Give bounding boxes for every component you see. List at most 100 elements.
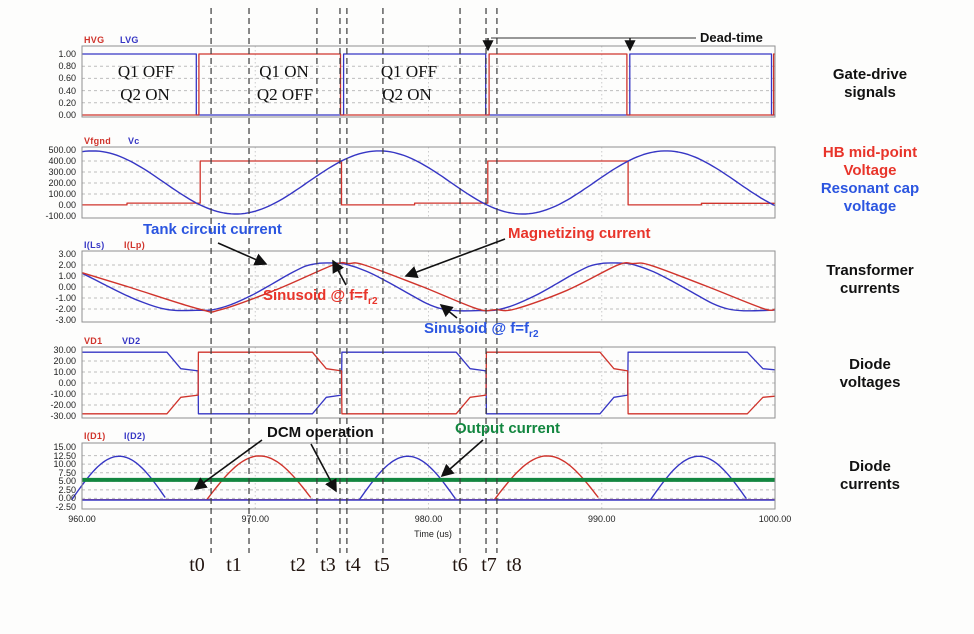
y-tick-label: 10.00 <box>53 459 76 470</box>
y-tick-label: 2.50 <box>58 484 76 495</box>
y-tick-label: 10.00 <box>53 367 76 377</box>
gate-state-label-3: Q2 OFF <box>256 85 314 104</box>
y-tick-label: -2.50 <box>55 502 76 512</box>
y-tick-label: 5.00 <box>58 476 76 487</box>
y-tick-label: -30.00 <box>50 411 76 421</box>
y-tick-label: -1.00 <box>55 293 76 303</box>
panel-gate-drive <box>81 45 776 118</box>
y-tick-label: 0.00 <box>58 200 76 210</box>
annotation-arrow <box>193 439 263 490</box>
annotation-arrow <box>439 303 458 319</box>
y-tick-label: 0.40 <box>58 85 76 96</box>
series-I(D1) <box>82 455 775 501</box>
right-panel-label-diode: Diode currents <box>839 458 901 493</box>
gate-state-label-2: Q1 ON <box>259 62 309 81</box>
series-HVG <box>82 53 775 116</box>
series-VD1 <box>82 351 776 415</box>
legend-entry: Vfgnd <box>84 136 111 146</box>
gate-state-label-5: Q2 ON <box>382 85 432 104</box>
gate-state-label-1: Q2 ON <box>120 85 170 104</box>
right-panel-label-diode: Diode voltages <box>839 356 901 391</box>
deadtime-label: Dead-time <box>700 30 763 45</box>
series-Vfgnd <box>82 160 775 206</box>
panel-border <box>81 250 776 323</box>
series-LVG <box>82 53 775 116</box>
panel-border <box>81 346 776 419</box>
y-tick-label: -10.00 <box>50 389 76 399</box>
marker-label-t3: t3 <box>320 554 336 576</box>
y-tick-label: 2.00 <box>58 260 76 270</box>
panel-diode-currents <box>71 442 776 510</box>
marker-label-t5: t5 <box>374 554 390 576</box>
legend-entry: VD2 <box>122 336 141 346</box>
legend-entry: I(Ls) <box>84 240 105 250</box>
series-Vc <box>81 150 776 215</box>
y-tick-label: 1.00 <box>58 271 76 281</box>
series-I(Lp) <box>81 261 776 313</box>
x-tick-label: 960.00 <box>68 514 96 524</box>
y-tick-label: 0.20 <box>58 97 76 108</box>
panel-border <box>81 45 776 118</box>
y-tick-label: 15.00 <box>53 442 76 452</box>
y-tick-label: 0.60 <box>58 73 76 84</box>
annotation-arrow <box>404 238 506 279</box>
panel-border <box>81 146 776 219</box>
y-tick-label: 12.50 <box>53 450 76 461</box>
annotation-sinusoid-fr2-red: Sinusoid @ f=fr2 <box>263 287 378 307</box>
x-tick-label: 980.00 <box>414 514 443 524</box>
x-tick-label: 970.00 <box>241 514 270 524</box>
gate-state-label-0: Q1 OFF <box>117 62 175 81</box>
y-tick-label: -3.00 <box>55 315 76 325</box>
legend-entry: VD1 <box>84 336 103 346</box>
x-tick-label: 990.00 <box>587 514 616 524</box>
annotation-arrow <box>310 443 337 493</box>
marker-label-t7: t7 <box>481 554 497 576</box>
gate-state-label-4: Q1 OFF <box>380 62 438 81</box>
y-tick-label: 400.00 <box>48 156 76 166</box>
y-tick-label: 100.00 <box>48 189 76 199</box>
y-tick-label: 500.00 <box>48 145 76 155</box>
y-tick-label: 3.00 <box>58 249 76 259</box>
y-tick-label: 0.00 <box>58 493 76 504</box>
y-tick-label: 0.00 <box>58 110 76 120</box>
annotation-output-current: Output current <box>455 420 560 437</box>
legend-entry: I(D1) <box>84 431 106 441</box>
y-tick-label: 0.80 <box>58 61 76 72</box>
x-axis-title: Time (us) <box>414 529 452 539</box>
legend-entry: I(Lp) <box>124 240 145 250</box>
marker-label-t8: t8 <box>506 554 522 576</box>
legend-entry: I(D2) <box>124 431 146 441</box>
series-I(D2) <box>71 455 775 501</box>
y-tick-label: 0.00 <box>58 378 76 388</box>
marker-label-t6: t6 <box>452 554 468 576</box>
marker-label-t0: t0 <box>189 554 205 576</box>
panel-border <box>81 442 776 510</box>
y-tick-label: -20.00 <box>50 400 76 410</box>
panel-transformer-currents <box>81 250 776 323</box>
y-tick-label: 0.00 <box>58 282 76 292</box>
y-tick-label: 300.00 <box>48 167 76 177</box>
annotation-arrow <box>440 439 484 478</box>
panel-diode-voltages <box>81 346 776 419</box>
marker-label-t4: t4 <box>345 554 361 576</box>
x-tick-label: 1000.00 <box>758 514 792 524</box>
annotation-arrow <box>332 259 347 286</box>
right-panel-label-transformer: Transformer currents <box>826 262 914 297</box>
marker-label-t2: t2 <box>290 554 306 576</box>
annotation-dcm-operation: DCM operation <box>267 424 374 441</box>
annotation-tank-circuit-current: Tank circuit current <box>143 221 282 238</box>
right-panel-label-hb-mid-point: HB mid-point Voltage <box>822 144 918 179</box>
y-tick-label: 1.00 <box>58 49 76 59</box>
annotation-arrow <box>217 242 268 266</box>
y-tick-label: 20.00 <box>53 356 76 366</box>
legend-entry: Vc <box>128 136 140 146</box>
right-panel-label-gate-drive: Gate-drive signals <box>832 66 908 101</box>
y-tick-label: -100.00 <box>45 211 76 221</box>
y-tick-label: 30.00 <box>53 345 76 355</box>
legend-entry: HVG <box>84 35 105 45</box>
annotation-magnetizing-current: Magnetizing current <box>508 225 651 242</box>
panel-hb-voltage <box>81 146 776 219</box>
y-tick-label: 200.00 <box>48 178 76 188</box>
